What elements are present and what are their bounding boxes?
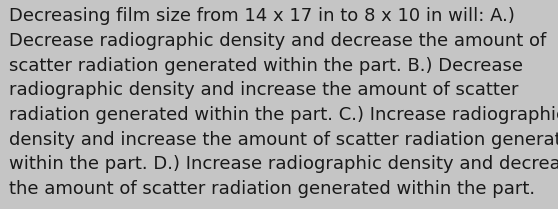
Text: density and increase the amount of scatter radiation generated: density and increase the amount of scatt… (9, 131, 558, 149)
Text: scatter radiation generated within the part. B.) Decrease: scatter radiation generated within the p… (9, 57, 523, 75)
Text: radiographic density and increase the amount of scatter: radiographic density and increase the am… (9, 81, 518, 99)
Text: Decrease radiographic density and decrease the amount of: Decrease radiographic density and decrea… (9, 32, 546, 50)
Text: the amount of scatter radiation generated within the part.: the amount of scatter radiation generate… (9, 180, 535, 198)
Text: within the part. D.) Increase radiographic density and decrease: within the part. D.) Increase radiograph… (9, 155, 558, 173)
Text: radiation generated within the part. C.) Increase radiographic: radiation generated within the part. C.)… (9, 106, 558, 124)
Text: Decreasing film size from 14 x 17 in to 8 x 10 in will: A.): Decreasing film size from 14 x 17 in to … (9, 7, 515, 25)
